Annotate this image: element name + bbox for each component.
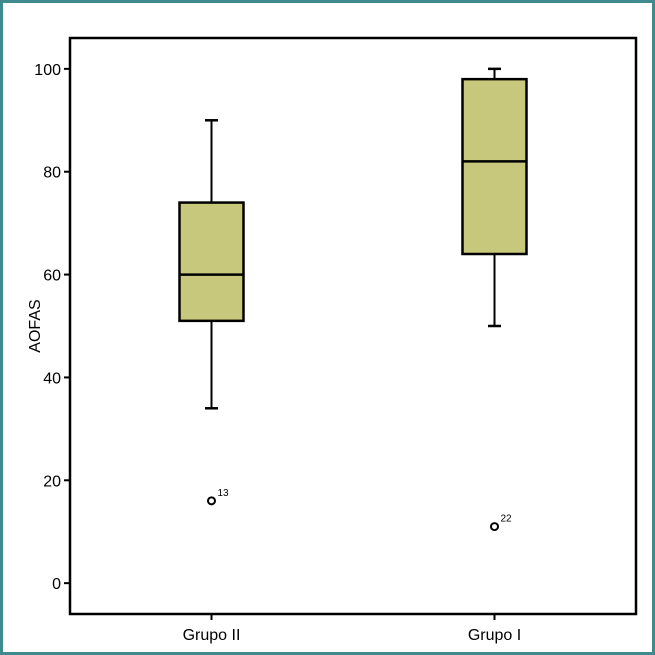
y-tick-label: 40 — [43, 370, 61, 387]
box-iqr — [178, 201, 245, 323]
x-tick-label: Grupo II — [183, 627, 241, 644]
y-tick-label: 20 — [43, 473, 61, 490]
outlier-label: 22 — [501, 514, 513, 525]
plot-border — [68, 36, 638, 616]
outlier-point — [490, 522, 499, 532]
y-tick-label: 60 — [43, 268, 61, 285]
y-tick-label: 0 — [52, 576, 61, 593]
y-tick-label: 100 — [34, 62, 61, 79]
outlier-label: 13 — [218, 488, 230, 499]
box-iqr — [461, 77, 528, 256]
y-axis-title: AOFAS — [27, 299, 44, 352]
y-tick-label: 80 — [43, 165, 61, 182]
outlier-point — [207, 496, 216, 506]
x-tick-label: Grupo I — [468, 627, 521, 644]
